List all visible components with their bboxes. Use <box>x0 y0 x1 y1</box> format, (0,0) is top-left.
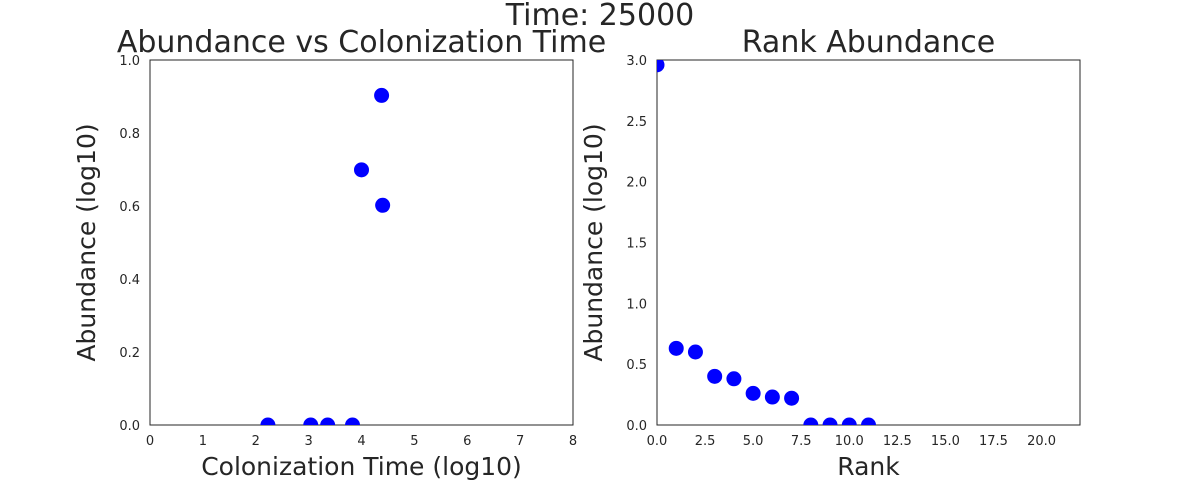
x-tick-label: 5.0 <box>743 434 764 449</box>
y-tick-label: 0.2 <box>119 346 140 361</box>
rank-abundance-plot: Rank Abundance Rank Abundance (log10) 0.0 2.… <box>579 25 1081 481</box>
y-tick-label: 0.5 <box>626 358 647 373</box>
y-axis-label: Abundance (log10) <box>579 123 608 361</box>
y-tick-label: 0.0 <box>626 419 647 434</box>
abundance-vs-colonization-plot: Abundance vs Colonization Time Colonizati… <box>72 25 606 481</box>
x-tick-label: 1 <box>199 434 207 449</box>
y-axis-label: Abundance (log10) <box>72 123 101 361</box>
y-tick-label: 2.5 <box>626 115 647 130</box>
scatter-point <box>707 368 723 384</box>
scatter-point <box>374 87 390 103</box>
x-tick-label: 10.0 <box>835 434 864 449</box>
x-tick-label: 3 <box>304 434 312 449</box>
y-tick-label: 0.4 <box>119 273 140 288</box>
x-tick-label: 5 <box>410 434 418 449</box>
x-tick-label: 4 <box>357 434 365 449</box>
x-tick-label: 15.0 <box>931 434 960 449</box>
x-axis-label: Rank <box>837 452 900 481</box>
scatter-point <box>303 417 319 425</box>
x-axis-label: Colonization Time (log10) <box>201 452 522 481</box>
x-tick-label: 2 <box>252 434 260 449</box>
data-points <box>260 87 391 425</box>
scatter-point <box>375 197 391 213</box>
x-tick-label: 20.0 <box>1027 434 1056 449</box>
y-tick-label: 0.8 <box>119 127 140 142</box>
plot-title: Abundance vs Colonization Time <box>117 25 606 60</box>
scatter-point <box>354 162 369 178</box>
y-tick-label: 0.0 <box>119 419 140 434</box>
y-tick-label: 1.0 <box>626 297 647 312</box>
x-tick-label: 7.5 <box>791 434 812 449</box>
scatter-point <box>841 417 857 425</box>
scatter-point <box>861 417 876 425</box>
y-tick-label: 0.6 <box>119 200 140 215</box>
plot-frame <box>149 59 574 426</box>
figure-suptitle: Time: 25000 <box>505 0 695 33</box>
scatter-point <box>745 385 761 401</box>
plot-title: Rank Abundance <box>742 25 995 60</box>
scatter-point <box>657 60 665 73</box>
x-tick-label: 2.5 <box>695 434 716 449</box>
scatter-point <box>687 344 703 360</box>
x-tick-label: 17.5 <box>979 434 1008 449</box>
scatter-point <box>726 371 742 387</box>
x-tick-label: 12.5 <box>883 434 912 449</box>
scatter-point <box>784 390 800 406</box>
scatter-point <box>822 417 838 425</box>
data-points <box>657 60 876 425</box>
scatter-point <box>320 417 336 425</box>
x-tick-label: 7 <box>516 434 524 449</box>
scatter-point <box>803 417 819 425</box>
subplots: Abundance vs Colonization Time Colonizati… <box>72 25 1081 481</box>
x-tick-label: 8 <box>569 434 577 449</box>
x-tick-label: 6 <box>463 434 471 449</box>
scatter-point <box>764 389 780 405</box>
scatter-point <box>345 417 361 425</box>
x-tick-label: 0.0 <box>647 434 668 449</box>
y-tick-label: 2.0 <box>626 176 647 191</box>
y-tick-label: 1.0 <box>119 54 140 69</box>
scatter-point <box>260 417 276 425</box>
scatter-point <box>668 340 684 356</box>
y-tick-label: 1.5 <box>626 237 647 252</box>
x-tick-label: 0 <box>146 434 154 449</box>
plot-frame <box>656 59 1081 426</box>
y-tick-label: 3.0 <box>626 54 647 69</box>
